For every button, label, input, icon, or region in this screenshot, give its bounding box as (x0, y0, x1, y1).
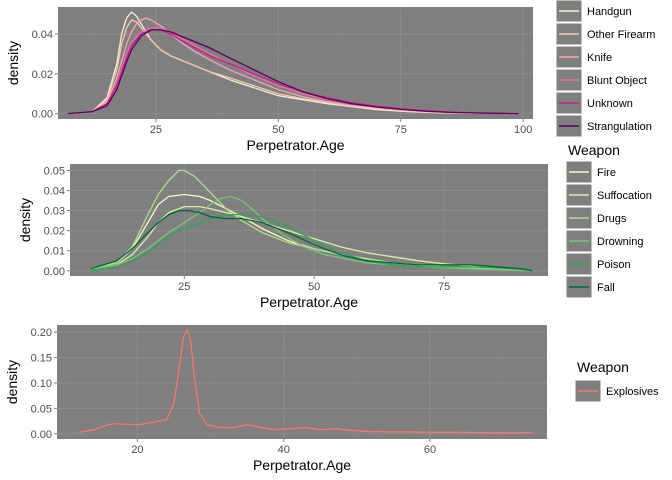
y-tick-label: 0.04 (32, 29, 53, 41)
y-tick-label: 0.02 (44, 226, 65, 238)
legend-label: Drugs (597, 213, 627, 225)
legend-label: Suffocation (597, 190, 652, 202)
x-tick-label: 60 (424, 444, 436, 456)
series-line-explosives (78, 328, 533, 434)
y-tick-label: 0.15 (31, 353, 52, 365)
y-tick-label: 0.04 (44, 185, 65, 197)
legend: Weapon Explosives (574, 359, 659, 403)
y-axis-title: density (4, 360, 20, 404)
legend-label: Poison (597, 259, 631, 271)
legend-label: Strangulation (587, 121, 652, 133)
y-tick-label: 0.00 (32, 109, 53, 121)
y-tick-label: 0.00 (31, 429, 52, 441)
y-axis-title: density (5, 41, 21, 85)
x-tick-label: 25 (178, 281, 190, 293)
chart-3: 20 40 60 0.00 0.05 0.10 0.15 0.20 Perpetrator.Ag… (4, 325, 659, 473)
plot-panel (57, 325, 547, 439)
x-axis-title: Perpetrator.Age (246, 137, 344, 153)
x-tick-label: 50 (272, 124, 284, 136)
x-tick-label: 75 (438, 281, 450, 293)
y-tick-label: 0.05 (44, 165, 65, 177)
y-tick-label: 0.05 (31, 403, 52, 415)
legend-label: Explosives (606, 386, 659, 398)
x-tick-label: 25 (150, 124, 162, 136)
x-tick-label: 50 (308, 281, 320, 293)
y-tick-label: 0.02 (32, 69, 53, 81)
series-line-fall (90, 209, 533, 272)
chart-2: 25 50 75 0.00 0.01 0.02 0.03 0.04 0.05 Perpetrato… (17, 142, 652, 310)
legend: Weapon Fire Suffocation Drugs Drowning Poison… (565, 142, 652, 299)
legend-label: Other Firearm (587, 29, 655, 41)
legend-title: Weapon (577, 359, 629, 375)
x-axis-title: Perpetrator.Age (253, 457, 351, 473)
x-axis-title: Perpetrator.Age (260, 294, 358, 310)
legend-label: Knife (587, 52, 612, 64)
x-tick-label: 40 (278, 444, 290, 456)
plot-panel (58, 7, 533, 119)
series-line-strangulation (67, 29, 519, 115)
y-tick-label: 0.03 (44, 206, 65, 218)
y-axis-title: density (17, 198, 33, 242)
legend: Handgun Other Firearm Knife Blunt Object Unk… (555, 0, 655, 138)
x-tick-label: 20 (131, 444, 143, 456)
y-tick-label: 0.10 (31, 378, 52, 390)
legend-label: Drowning (597, 236, 643, 248)
plot-panel (70, 164, 548, 276)
y-tick-label: 0.20 (31, 327, 52, 339)
y-tick-label: 0.01 (44, 246, 65, 258)
legend-label: Handgun (587, 6, 632, 18)
x-tick-label: 75 (395, 124, 407, 136)
legend-label: Unknown (587, 98, 633, 110)
chart-1: 25 50 75 100 0.00 0.02 0.04 Perpetrator.Age dens… (5, 0, 655, 153)
x-tick-label: 100 (514, 124, 532, 136)
legend-label: Fall (597, 282, 615, 294)
series-line-drowning (90, 195, 533, 272)
y-tick-label: 0.00 (44, 266, 65, 278)
series-line-poison (90, 213, 533, 272)
legend-label: Fire (597, 167, 616, 179)
legend-title: Weapon (568, 142, 620, 158)
legend-label: Blunt Object (587, 75, 647, 87)
